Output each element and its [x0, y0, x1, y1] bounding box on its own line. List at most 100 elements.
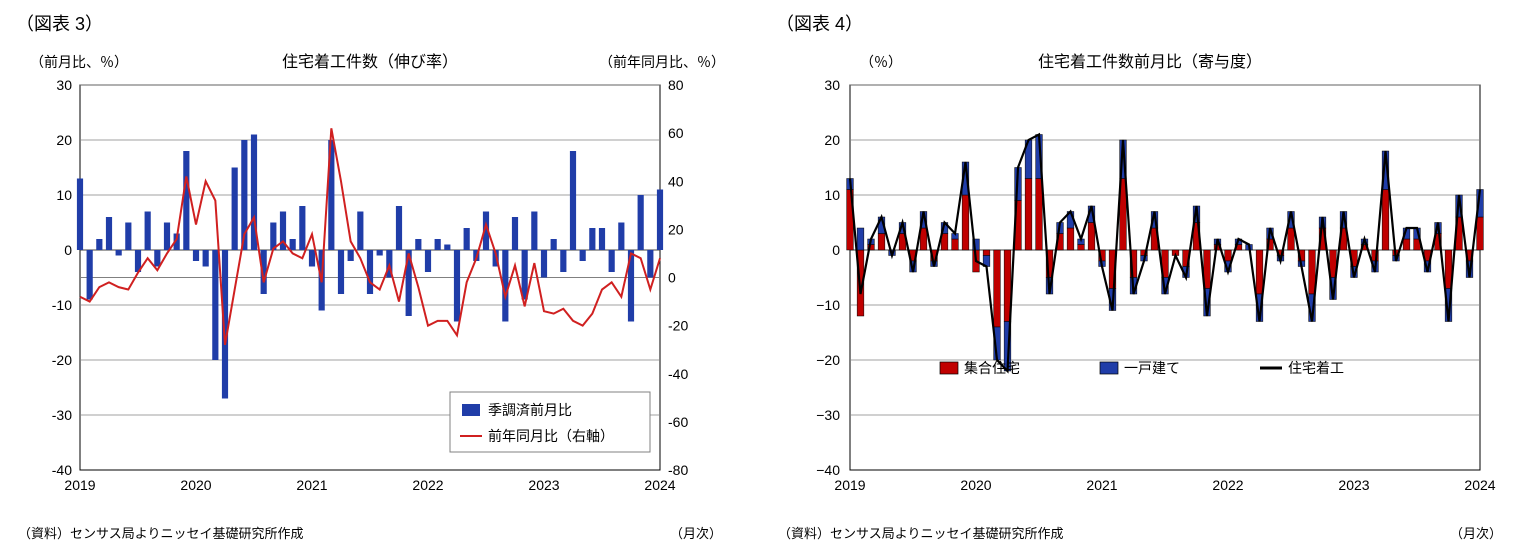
- bar: [512, 217, 518, 250]
- svg-text:-60: -60: [668, 414, 688, 430]
- svg-text:前年同月比（右軸）: 前年同月比（右軸）: [488, 428, 614, 444]
- bar: [183, 151, 189, 250]
- chart3-panel: （図表 3） （前月比、％） 住宅着工件数（伸び率） （前年同月比、％） -40 -30…: [10, 10, 730, 550]
- bar: [309, 250, 315, 267]
- svg-text:2019: 2019: [834, 477, 865, 493]
- svg-text:−30: −30: [816, 407, 840, 423]
- bar: [444, 245, 450, 251]
- svg-text:（資料）センサス局よりニッセイ基礎研究所作成: （資料）センサス局よりニッセイ基礎研究所作成: [18, 526, 303, 541]
- svg-text:2022: 2022: [1212, 477, 1243, 493]
- bar: [647, 250, 653, 278]
- bar: [435, 239, 441, 250]
- svg-text:0: 0: [832, 242, 840, 258]
- bar: [638, 195, 644, 250]
- bar: [541, 250, 547, 278]
- bar: [116, 250, 122, 256]
- svg-text:2021: 2021: [296, 477, 327, 493]
- svg-text:−10: −10: [816, 297, 840, 313]
- svg-text:住宅着工: 住宅着工: [1288, 360, 1344, 376]
- svg-text:2023: 2023: [1338, 477, 1369, 493]
- svg-text:（資料）センサス局よりニッセイ基礎研究所作成: （資料）センサス局よりニッセイ基礎研究所作成: [778, 526, 1063, 541]
- svg-text:20: 20: [56, 132, 72, 148]
- bar: [154, 250, 160, 267]
- svg-text:10: 10: [56, 187, 72, 203]
- svg-text:2022: 2022: [412, 477, 443, 493]
- bar: [96, 239, 102, 250]
- svg-text:2023: 2023: [528, 477, 559, 493]
- bar: [145, 212, 151, 251]
- bar: [570, 151, 576, 250]
- svg-text:20: 20: [668, 221, 684, 237]
- svg-text:-20: -20: [52, 352, 72, 368]
- bar: [193, 250, 199, 261]
- svg-text:2021: 2021: [1086, 477, 1117, 493]
- svg-text:2024: 2024: [1464, 477, 1495, 493]
- svg-text:30: 30: [56, 77, 72, 93]
- bar: [203, 250, 209, 267]
- bar: [338, 250, 344, 294]
- bar: [232, 168, 238, 251]
- bar: [106, 217, 112, 250]
- bar: [425, 250, 431, 272]
- svg-text:住宅着工件数（伸び率）: 住宅着工件数（伸び率）: [282, 53, 458, 71]
- svg-text:季調済前月比: 季調済前月比: [488, 402, 572, 418]
- svg-text:2024: 2024: [644, 477, 675, 493]
- bar: [589, 228, 595, 250]
- bar: [396, 206, 402, 250]
- bar: [348, 250, 354, 261]
- bar: [367, 250, 373, 294]
- bar: [164, 223, 170, 251]
- chart4-svg: （％） 住宅着工件数前月比（寄与度） −40 −30 −20 −10 0 10 20 30 2019…: [770, 40, 1510, 550]
- bar: [87, 250, 93, 300]
- svg-text:40: 40: [668, 173, 684, 189]
- svg-text:80: 80: [668, 77, 684, 93]
- bar: [580, 250, 586, 261]
- svg-text:-30: -30: [52, 407, 72, 423]
- svg-text:（月次）: （月次）: [670, 526, 722, 541]
- bar: [454, 250, 460, 322]
- bar: [599, 228, 605, 250]
- svg-text:0: 0: [668, 270, 676, 286]
- chart4-panel: （図表 4） （％） 住宅着工件数前月比（寄与度） −40 −30 −20 −10 0 10 2…: [770, 10, 1510, 550]
- bar: [531, 212, 537, 251]
- svg-text:-80: -80: [668, 462, 688, 478]
- bar: [125, 223, 131, 251]
- bar: [657, 190, 663, 251]
- svg-text:−20: −20: [816, 352, 840, 368]
- svg-text:-40: -40: [52, 462, 72, 478]
- svg-text:一戸建て: 一戸建て: [1124, 360, 1180, 376]
- svg-text:0: 0: [64, 242, 72, 258]
- svg-text:（月次）: （月次）: [1450, 526, 1502, 541]
- chart3-fig-label: （図表 3）: [16, 10, 730, 36]
- bar: [290, 239, 296, 250]
- svg-text:住宅着工件数前月比（寄与度）: 住宅着工件数前月比（寄与度）: [1038, 53, 1262, 71]
- bar: [77, 179, 83, 251]
- bar: [560, 250, 566, 272]
- charts-container: （図表 3） （前月比、％） 住宅着工件数（伸び率） （前年同月比、％） -40 -30…: [10, 10, 1516, 550]
- bar: [618, 223, 624, 251]
- svg-text:30: 30: [824, 77, 840, 93]
- bar: [212, 250, 218, 360]
- svg-text:−40: −40: [816, 462, 840, 478]
- bar: [415, 239, 421, 250]
- svg-text:10: 10: [824, 187, 840, 203]
- svg-text:（前年同月比、％）: （前年同月比、％）: [599, 54, 725, 70]
- svg-text:（％）: （％）: [860, 54, 902, 70]
- bar: [522, 250, 528, 300]
- svg-text:20: 20: [824, 132, 840, 148]
- bar: [357, 212, 363, 251]
- bar: [464, 228, 470, 250]
- bar: [377, 250, 383, 256]
- svg-text:集合住宅: 集合住宅: [964, 360, 1020, 376]
- svg-text:2020: 2020: [960, 477, 991, 493]
- svg-text:-40: -40: [668, 366, 688, 382]
- bar: [609, 250, 615, 272]
- svg-text:-10: -10: [52, 297, 72, 313]
- svg-text:（前月比、％）: （前月比、％）: [30, 54, 128, 70]
- bar: [551, 239, 557, 250]
- bar: [299, 206, 305, 250]
- svg-text:60: 60: [668, 125, 684, 141]
- svg-text:2019: 2019: [64, 477, 95, 493]
- chart4-fig-label: （図表 4）: [776, 10, 1510, 36]
- svg-text:-20: -20: [668, 318, 688, 334]
